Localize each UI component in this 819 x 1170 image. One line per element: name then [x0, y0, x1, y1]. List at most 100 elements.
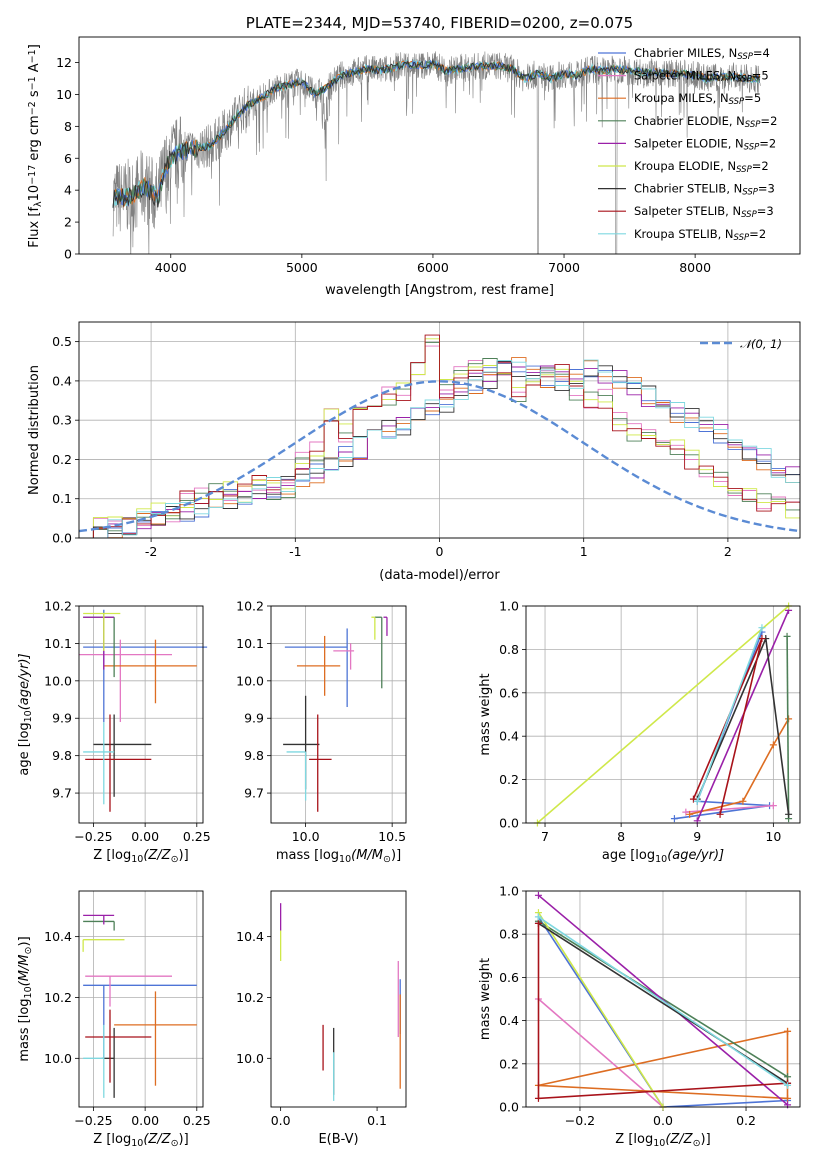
age-vs-mass-xlabel-part: (M/M [351, 848, 383, 863]
gaussian-curve [79, 380, 800, 533]
model-spectrum-3 [112, 60, 760, 208]
age-vs-mass-ytick-label: 10.1 [236, 636, 264, 651]
histogram-axes-frame [78, 321, 801, 539]
mass-vs-z-ytick-label: 10.2 [44, 990, 72, 1005]
mass-vs-z-ylabel-part: 10 [23, 986, 34, 998]
age-vs-z-xtick-label: 0.25 [183, 829, 211, 844]
spectrum-xtick-label: 5000 [286, 260, 318, 275]
age-vs-z-ylabel-part: 10 [23, 710, 34, 722]
model-spectrum-6 [112, 59, 760, 208]
weight-vs-age-marker [689, 795, 697, 803]
mass-vs-z-xtick-label: −0.25 [74, 1113, 112, 1128]
weight-vs-z-marker [784, 1027, 792, 1035]
weight-vs-age-series-2 [689, 718, 790, 816]
age-vs-mass-xlabel-part: 10 [339, 854, 351, 865]
spectrum-ylabel-part: −1 [27, 49, 38, 63]
weight-vs-z-series-2 [538, 1030, 789, 1100]
age-vs-mass-xlabel-part: ⊙ [383, 854, 391, 865]
histogram-ytick-label: 0.5 [52, 334, 72, 349]
mass-vs-z-xlabel-part: )] [179, 1132, 189, 1147]
weight-vs-z-marker [534, 1094, 542, 1102]
age-vs-z-ylabel-part: (age/yr)] [17, 653, 32, 710]
age-vs-z-ytick-label: 9.7 [52, 786, 72, 801]
weight-vs-z-xlabel-part: ⊙ [693, 1138, 701, 1149]
spectrum-ylabel-part: −1 [27, 76, 38, 90]
spectrum-xlabel: wavelength [Angstrom, rest frame] [325, 283, 554, 298]
histogram-ytick-label: 0.3 [52, 413, 72, 428]
mass-vs-z-xlabel-part: 10 [131, 1138, 143, 1149]
age-vs-z-ytick-label: 9.8 [52, 748, 72, 763]
weight-vs-age-ytick-label: 0.8 [499, 642, 519, 657]
legend-entry: Chabrier STELIB, NSSP=3 [634, 182, 775, 198]
spectrum-xtick-label: 7000 [548, 260, 580, 275]
histogram-ytick-label: 0.2 [52, 452, 72, 467]
weight-vs-age-marker [716, 810, 724, 818]
weight-vs-z-xlabel-part: 10 [653, 1138, 665, 1149]
weight-vs-z-xlabel: Z [log10(Z/Z⊙)] [615, 1132, 710, 1149]
weight-vs-z-marker [784, 1073, 792, 1081]
weight-vs-age-axes-frame [525, 605, 801, 824]
weight-vs-age-xlabel-part: 10 [655, 854, 667, 865]
weight-vs-age-series-8 [696, 627, 763, 802]
weight-vs-z-xlabel-part: (Z/Z [665, 1132, 693, 1147]
weight-vs-z-axes-frame [525, 890, 801, 1108]
weight-vs-z-ytick-label: 0.4 [499, 1013, 519, 1028]
mass-vs-z-ytick-label: 10.0 [44, 1051, 72, 1066]
legend-entry: Chabrier MILES, NSSP=4 [634, 46, 770, 62]
weight-vs-age-marker [693, 797, 701, 805]
weight-vs-age-marker [758, 635, 766, 643]
legend-entry: Salpeter ELODIE, NSSP=2 [634, 136, 776, 152]
mass-vs-z-ylabel-part: (M/M [17, 954, 32, 986]
legend-entry: Salpeter MILES, NSSP=5 [634, 69, 769, 85]
weight-vs-age-xlabel: age [log10(age/yr)] [602, 848, 724, 865]
mass-vs-z-ylabel-part: ⊙ [23, 947, 34, 955]
mass-vs-z-xtick-label: 0.00 [131, 1113, 159, 1128]
legend-entry: Kroupa STELIB, NSSP=2 [634, 227, 766, 243]
weight-vs-z-series-4 [537, 894, 789, 1106]
spectrum-title: PLATE=2344, MJD=53740, FIBERID=0200, z=0… [246, 14, 633, 32]
spectrum-ylabel-part: Flux [f [27, 207, 42, 248]
weight-vs-z-marker [784, 1094, 792, 1102]
spectrum-xtick-label: 6000 [417, 260, 449, 275]
histogram-ytick-label: 0.1 [52, 491, 72, 506]
histogram-xtick-label: 0 [436, 544, 444, 559]
mass-vs-ebv-ytick-label: 10.0 [236, 1051, 264, 1066]
age-vs-mass-ytick-label: 10.2 [236, 599, 264, 614]
weight-vs-z-ytick-label: 0.8 [499, 927, 519, 942]
spectrum-xtick-label: 8000 [679, 260, 711, 275]
age-vs-z-ytick-label: 10.0 [44, 673, 72, 688]
weight-vs-age-marker [682, 808, 690, 816]
weight-vs-age-xlabel-part: (age/yr)] [667, 848, 724, 863]
age-vs-z-axes-frame [78, 605, 204, 824]
weight-vs-z-xlabel-part: Z [log [615, 1132, 653, 1147]
age-vs-mass-xtick-label: 10.5 [378, 829, 406, 844]
spectrum-xtick-label: 4000 [155, 260, 187, 275]
histogram-ytick-label: 0.4 [52, 373, 72, 388]
histogram-xtick-label: -1 [289, 544, 301, 559]
weight-vs-z-ytick-label: 0.0 [499, 1100, 519, 1115]
age-vs-z-xlabel-part: (Z/Z [143, 848, 171, 863]
histogram-xlabel: (data-model)/error [379, 568, 500, 583]
spectrum-ytick-label: 10 [56, 87, 72, 102]
age-vs-z-xlabel-part: Z [log [93, 848, 131, 863]
mass-vs-z-xlabel-part: (Z/Z [143, 1132, 171, 1147]
mass-vs-z-ytick-label: 10.4 [44, 929, 72, 944]
weight-vs-age-marker [769, 741, 777, 749]
histogram-series-5 [79, 338, 800, 538]
spectrum-ylabel-part: 10 [27, 185, 42, 202]
age-vs-mass-xtick-label: 10.0 [292, 829, 320, 844]
age-vs-z-xlabel: Z [log10(Z/Z⊙)] [93, 848, 188, 865]
weight-vs-z-xtick-label: 0.0 [653, 1113, 673, 1128]
age-vs-z-ytick-label: 10.1 [44, 636, 72, 651]
spectrum-ylabel-part: erg cm [27, 115, 42, 164]
spectrum-ytick-label: 2 [64, 215, 72, 230]
spectrum-ytick-label: 4 [64, 183, 72, 198]
weight-vs-z-marker [784, 1081, 792, 1089]
mass-vs-ebv-xtick-label: 0.0 [271, 1113, 291, 1128]
spectrum-ylabel-part: A [27, 63, 42, 76]
weight-vs-z-series-3 [538, 920, 788, 1078]
mass-vs-z-xlabel-part: Z [log [93, 1132, 131, 1147]
weight-vs-z-series-8 [538, 916, 788, 1087]
weight-vs-age-ytick-label: 0.4 [499, 729, 519, 744]
mass-vs-ebv-xlabel: E(B-V) [318, 1132, 358, 1147]
